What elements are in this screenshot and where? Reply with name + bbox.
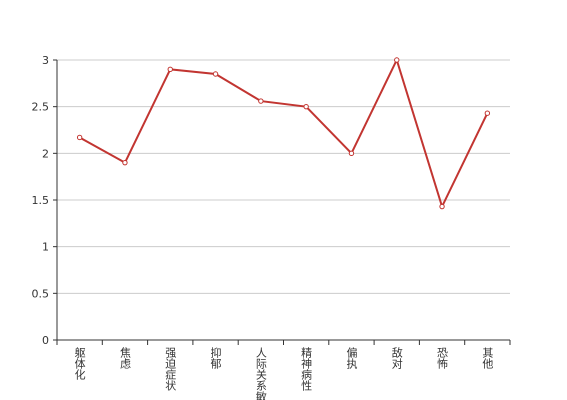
data-point (303, 103, 309, 110)
x-tick-label: 敌对 (390, 346, 403, 369)
x-tick-label: 焦虑 (118, 347, 131, 369)
data-point (76, 134, 83, 141)
x-tick-label: 偏执 (345, 346, 358, 370)
data-point (394, 57, 400, 63)
data-point (258, 98, 264, 104)
data-point (439, 203, 445, 210)
x-tick-label: 躯体化 (73, 347, 86, 381)
data-point (167, 66, 173, 73)
y-tick-label: 1.5 (32, 194, 50, 207)
data-point (484, 110, 491, 116)
x-tick-label: 强迫症状 (164, 347, 177, 391)
data-point (122, 159, 128, 166)
x-tick-label: 人际关系敏感 (254, 347, 267, 400)
y-tick-label: 3 (42, 54, 49, 67)
data-point (348, 150, 355, 157)
x-tick-label: 抑郁 (209, 346, 222, 369)
x-tick-label: 精神病性 (300, 347, 313, 392)
x-tick-label: 其他 (481, 347, 494, 369)
y-tick-label: 1 (42, 241, 49, 254)
y-tick-label: 0.5 (32, 287, 50, 300)
data-point (212, 71, 219, 77)
data-line (79, 57, 489, 210)
y-tick-label: 2.5 (32, 101, 50, 114)
x-tick-label: 恐怖 (436, 347, 449, 369)
y-tick-label: 2 (42, 147, 49, 160)
y-tick-label: 0 (42, 334, 49, 347)
